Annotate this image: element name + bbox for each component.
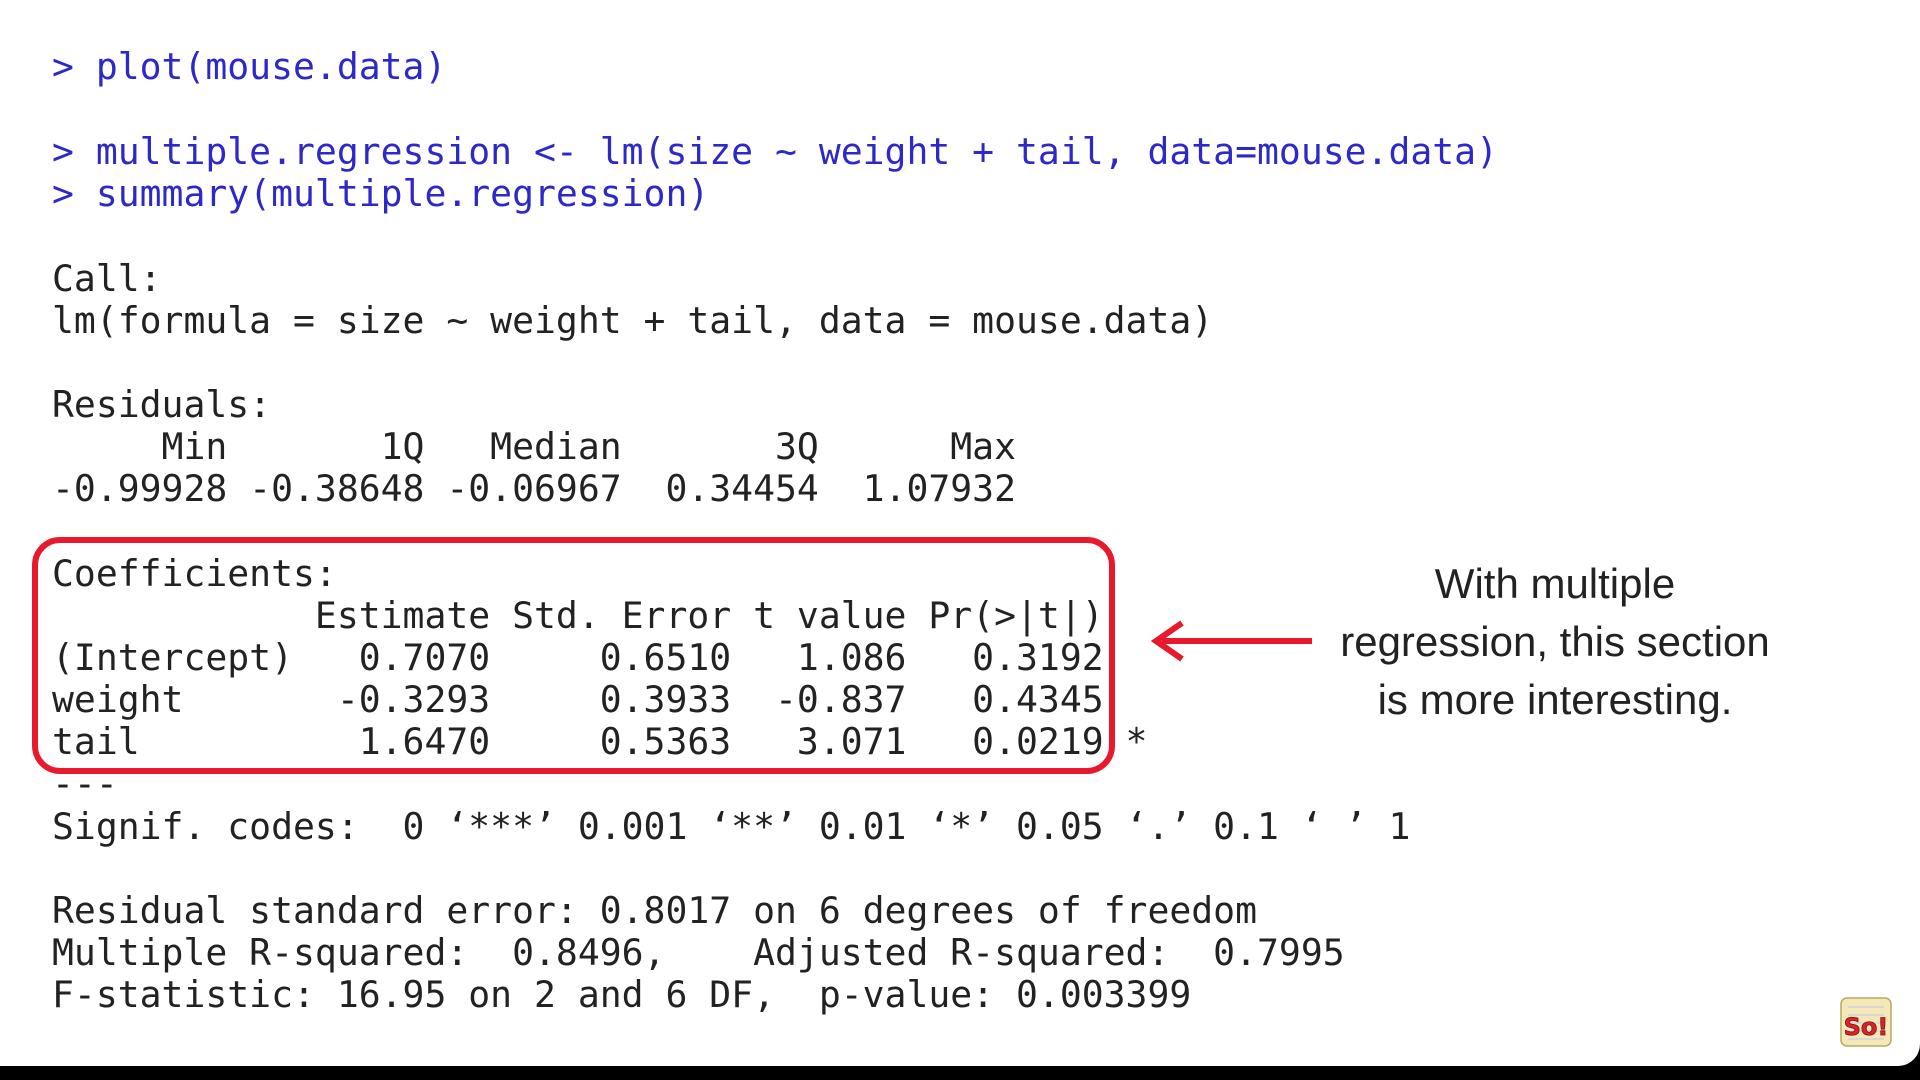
- coefficients-row-intercept: (Intercept) 0.7070 0.6510 1.086 0.3192: [52, 636, 1148, 679]
- callout-arrow-icon: [1150, 620, 1312, 662]
- logo-text: So!: [1844, 1013, 1889, 1041]
- callout-note: With multiple regression, this section i…: [1305, 555, 1805, 729]
- console-command-lm: > multiple.regression <- lm(size ~ weigh…: [52, 130, 1498, 173]
- console-command-plot: > plot(mouse.data): [52, 45, 447, 88]
- f-statistic-line: F-statistic: 16.95 on 2 and 6 DF, p-valu…: [52, 973, 1192, 1016]
- residuals-values: -0.99928 -0.38648 -0.06967 0.34454 1.079…: [52, 467, 1038, 510]
- call-header: Call:: [52, 257, 162, 300]
- callout-line-1: With multiple: [1434, 560, 1676, 607]
- statquest-logo-icon: So!: [1840, 997, 1892, 1047]
- residuals-labels: Min 1Q Median 3Q Max: [52, 425, 1038, 468]
- callout-line-2: regression, this section: [1340, 618, 1770, 665]
- r-squared-line: Multiple R-squared: 0.8496, Adjusted R-s…: [52, 931, 1367, 974]
- signif-codes: Signif. codes: 0 ‘***’ 0.001 ‘**’ 0.01 ‘…: [52, 805, 1411, 848]
- residuals-header: Residuals:: [52, 383, 272, 426]
- call-formula: lm(formula = size ~ weight + tail, data …: [52, 299, 1214, 342]
- coefficients-row-weight: weight -0.3293 0.3933 -0.837 0.4345: [52, 678, 1148, 721]
- console-command-summary: > summary(multiple.regression): [52, 172, 710, 215]
- coefficients-row-tail: tail 1.6470 0.5363 3.071 0.0219 *: [52, 720, 1148, 763]
- coefficients-header: Coefficients:: [52, 552, 337, 595]
- residual-standard-error: Residual standard error: 0.8017 on 6 deg…: [52, 889, 1257, 932]
- coefficients-columns: Estimate Std. Error t value Pr(>|t|): [52, 594, 1148, 637]
- coefficients-highlight-box: [32, 537, 1115, 774]
- callout-line-3: is more interesting.: [1377, 676, 1733, 723]
